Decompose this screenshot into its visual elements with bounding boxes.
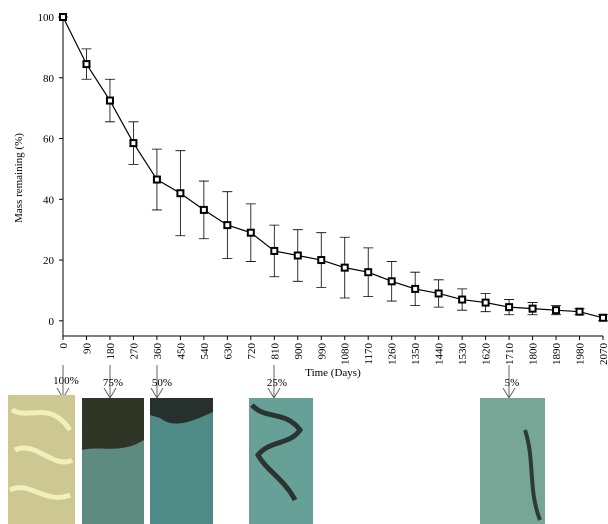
point	[105, 96, 114, 105]
annotation: 75%	[103, 377, 123, 389]
photo-texture	[82, 398, 144, 450]
x-tick-label: 1710	[504, 343, 516, 366]
y-tick-label: 60	[43, 134, 55, 146]
point	[434, 289, 443, 298]
point	[152, 175, 161, 184]
point	[317, 256, 326, 265]
x-tick-label: 1620	[481, 343, 493, 366]
y-tick-label: 80	[43, 73, 55, 85]
annotation: 50%	[152, 377, 172, 389]
point	[481, 298, 490, 307]
x-tick-label: 270	[128, 343, 140, 360]
point	[364, 268, 373, 277]
y-tick-label: 0	[49, 316, 55, 328]
point	[199, 205, 208, 214]
point	[293, 251, 302, 260]
point	[223, 221, 232, 230]
point	[411, 284, 420, 293]
x-tick-label: 1890	[551, 343, 563, 366]
x-tick-label: 540	[199, 343, 211, 360]
x-tick-label: 720	[246, 343, 258, 360]
x-tick-label: 900	[293, 343, 305, 360]
point	[552, 306, 561, 315]
x-tick-label: 0	[58, 343, 70, 349]
y-tick-label: 20	[43, 255, 55, 267]
x-tick-label: 180	[105, 343, 117, 360]
point	[505, 303, 514, 312]
point	[458, 295, 467, 304]
annotation: 5%	[505, 377, 520, 389]
point	[246, 228, 255, 237]
photo-texture	[523, 429, 542, 521]
x-tick-label: 1350	[410, 343, 422, 366]
x-tick-label: 990	[316, 343, 328, 360]
point	[59, 13, 67, 21]
x-tick-label: 630	[222, 343, 234, 360]
x-tick-label: 1260	[387, 343, 399, 366]
x-tick-label: 450	[175, 343, 187, 360]
x-tick-label: 90	[81, 343, 93, 355]
photo-texture	[250, 403, 304, 502]
x-tick-label: 1980	[575, 343, 587, 366]
point	[340, 263, 349, 272]
point	[129, 139, 138, 148]
x-tick-label: 360	[152, 343, 164, 360]
annotation: 25%	[267, 377, 287, 389]
x-tick-label: 1530	[457, 343, 469, 366]
y-axis-label: Mass remaining (%)	[13, 133, 25, 223]
x-tick-label: 1800	[528, 343, 540, 366]
y-tick-label: 100	[38, 12, 55, 24]
x-tick-label: 1080	[340, 343, 352, 366]
x-tick-label: 810	[269, 343, 281, 360]
point	[82, 60, 91, 69]
point	[575, 307, 584, 316]
x-axis-label: Time (Days)	[305, 367, 361, 379]
annotation: 100%	[53, 375, 79, 387]
photo-texture	[150, 398, 213, 424]
y-tick-label: 40	[43, 194, 55, 206]
photo	[8, 395, 75, 524]
x-tick-label: 2070	[598, 343, 608, 366]
x-tick-label: 1170	[363, 343, 375, 365]
point	[387, 277, 396, 286]
point	[599, 313, 607, 322]
point	[528, 304, 537, 313]
series-line	[62, 16, 604, 319]
point	[270, 246, 279, 255]
x-tick-label: 1440	[434, 343, 446, 366]
photo-texture	[8, 407, 74, 500]
point	[176, 189, 185, 198]
